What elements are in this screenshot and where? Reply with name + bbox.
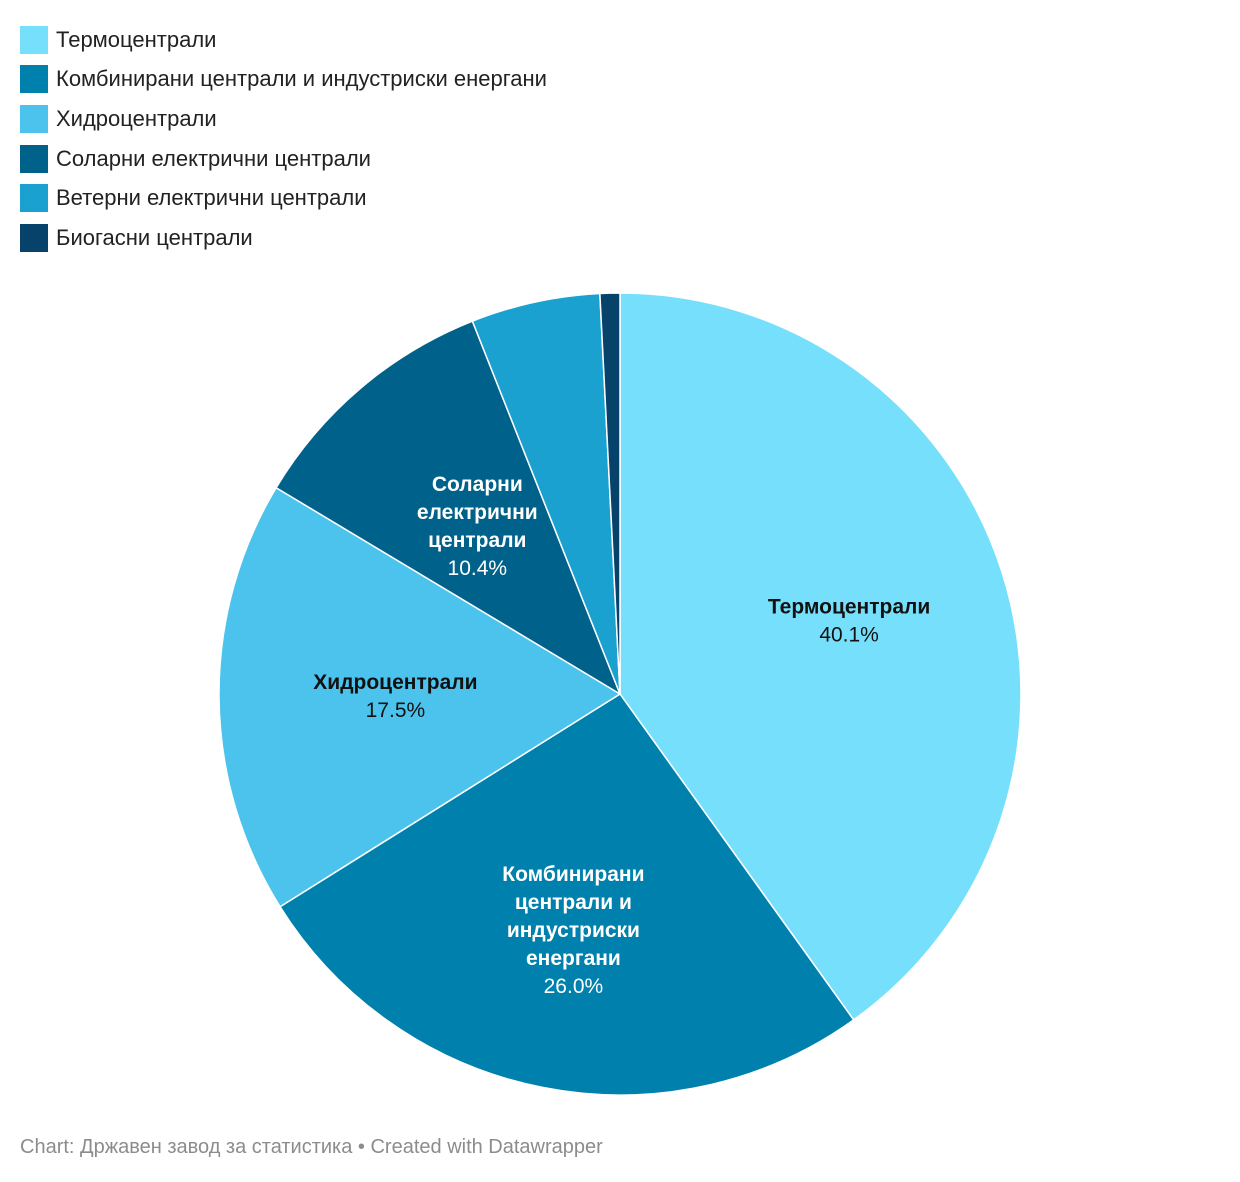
legend-swatch: [20, 65, 48, 94]
legend-item: Ветерни електрични централи: [20, 178, 547, 218]
slice-label-name: Хидроцентрали: [313, 671, 477, 694]
pie-slice: [218, 486, 621, 908]
slice-label: Соларни електрични централи 10.4%: [417, 473, 538, 580]
slice-label-name: централи: [428, 529, 526, 552]
slice-label-name: индустриски: [507, 919, 640, 942]
legend-label: Биогасни централи: [56, 224, 253, 250]
slice-label-value: 26.0%: [544, 975, 604, 998]
legend-swatch: [20, 25, 48, 54]
legend-label: Хидроцентрали: [56, 105, 217, 131]
legend-item: Термоцентрали: [20, 20, 547, 60]
pie-slice: [279, 693, 855, 1096]
slice-label-value: 10.4%: [448, 557, 508, 580]
pie-slice: [599, 292, 621, 695]
legend-label: Термоцентрали: [56, 26, 217, 52]
slice-label-value: 17.5%: [366, 699, 426, 722]
slice-label-name: Комбинирани: [502, 863, 644, 886]
legend-label: Соларни електрични централи: [56, 145, 371, 171]
slice-label: Комбинирани централи и индустриски енергани…: [502, 863, 644, 998]
legend-swatch: [20, 223, 48, 252]
slice-label-name: централи и: [515, 891, 632, 914]
legend-swatch: [20, 104, 48, 133]
legend-item: Комбинирани централи и индустриски енерг…: [20, 60, 547, 100]
slice-label-name: електрични: [417, 501, 538, 524]
legend-swatch: [20, 144, 48, 173]
legend-label: Комбинирани централи и индустриски енерг…: [56, 66, 547, 92]
legend-label: Ветерни електрични централи: [56, 185, 367, 211]
pie-slice: [619, 292, 1022, 1021]
chart-footer: Chart: Државен завод за статистика • Cre…: [20, 1136, 603, 1158]
slice-label-name: Термоцентрали: [768, 595, 930, 618]
slice-label-value: 40.1%: [819, 623, 879, 646]
pie-slice: [275, 320, 621, 695]
legend-item: Хидроцентрали: [20, 99, 547, 139]
slice-label: Хидроцентрали 17.5%: [313, 671, 477, 722]
slice-label: Термоцентрали 40.1%: [768, 595, 930, 646]
legend-item: Биогасни централи: [20, 218, 547, 258]
legend-item: Соларни електрични централи: [20, 139, 547, 179]
legend-swatch: [20, 184, 48, 213]
slice-label-name: енергани: [526, 947, 621, 970]
slice-label-name: Соларни: [432, 473, 523, 496]
chart-legend: Термоцентрали Комбинирани централи и инду…: [20, 20, 547, 258]
